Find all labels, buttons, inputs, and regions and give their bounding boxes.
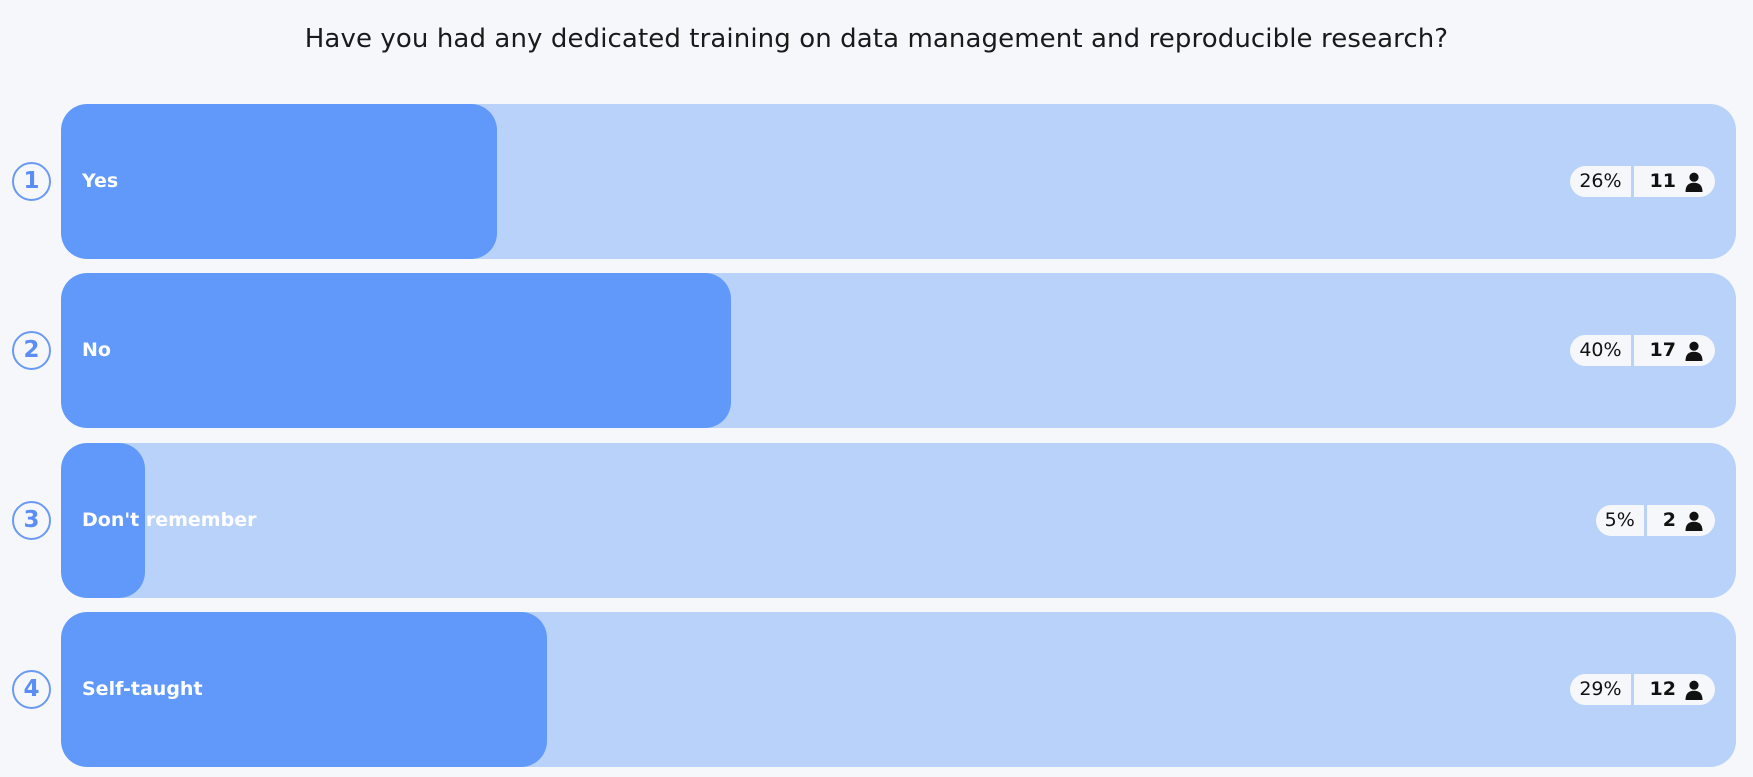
option-stats: 40% 17: [1570, 335, 1715, 366]
percent-badge: 26%: [1570, 166, 1631, 197]
option-row: 4 Self-taught 29% 12: [0, 612, 1753, 767]
option-number-badge: 3: [12, 501, 51, 540]
user-icon: [1685, 511, 1703, 531]
option-stats: 29% 12: [1570, 674, 1715, 705]
option-bar-self-taught[interactable]: Self-taught 29% 12: [61, 612, 1736, 767]
option-bar-dont-remember[interactable]: Don't remember 5% 2: [61, 443, 1736, 598]
count-value: 11: [1649, 170, 1676, 192]
option-number-badge: 1: [12, 162, 51, 201]
count-badge: 2: [1646, 505, 1715, 536]
count-value: 2: [1662, 509, 1676, 531]
option-row: 1 Yes 26% 11: [0, 104, 1753, 259]
percent-badge: 29%: [1570, 674, 1631, 705]
option-stats: 26% 11: [1570, 166, 1715, 197]
user-icon: [1685, 341, 1703, 361]
count-value: 12: [1649, 678, 1676, 700]
count-badge: 11: [1633, 166, 1715, 197]
option-number-badge: 4: [12, 670, 51, 709]
percent-badge: 40%: [1570, 335, 1631, 366]
count-value: 17: [1649, 339, 1676, 361]
option-label: Self-taught: [82, 678, 203, 700]
option-fill: [61, 273, 731, 428]
user-icon: [1685, 172, 1703, 192]
option-bar-no[interactable]: No 40% 17: [61, 273, 1736, 428]
option-label: Yes: [82, 170, 119, 192]
option-fill: [61, 443, 145, 598]
option-bar-yes[interactable]: Yes 26% 11: [61, 104, 1736, 259]
user-icon: [1685, 680, 1703, 700]
question-title: Have you had any dedicated training on d…: [304, 24, 1449, 54]
count-badge: 17: [1633, 335, 1715, 366]
option-label: Don't remember: [82, 509, 257, 531]
option-stats: 5% 2: [1595, 505, 1715, 536]
option-number-badge: 2: [12, 331, 51, 370]
percent-badge: 5%: [1595, 505, 1644, 536]
count-badge: 12: [1633, 674, 1715, 705]
option-fill: [61, 104, 497, 259]
option-row: 3 Don't remember 5% 2: [0, 443, 1753, 598]
option-label: No: [82, 339, 111, 361]
option-row: 2 No 40% 17: [0, 273, 1753, 428]
option-fill: [61, 612, 547, 767]
